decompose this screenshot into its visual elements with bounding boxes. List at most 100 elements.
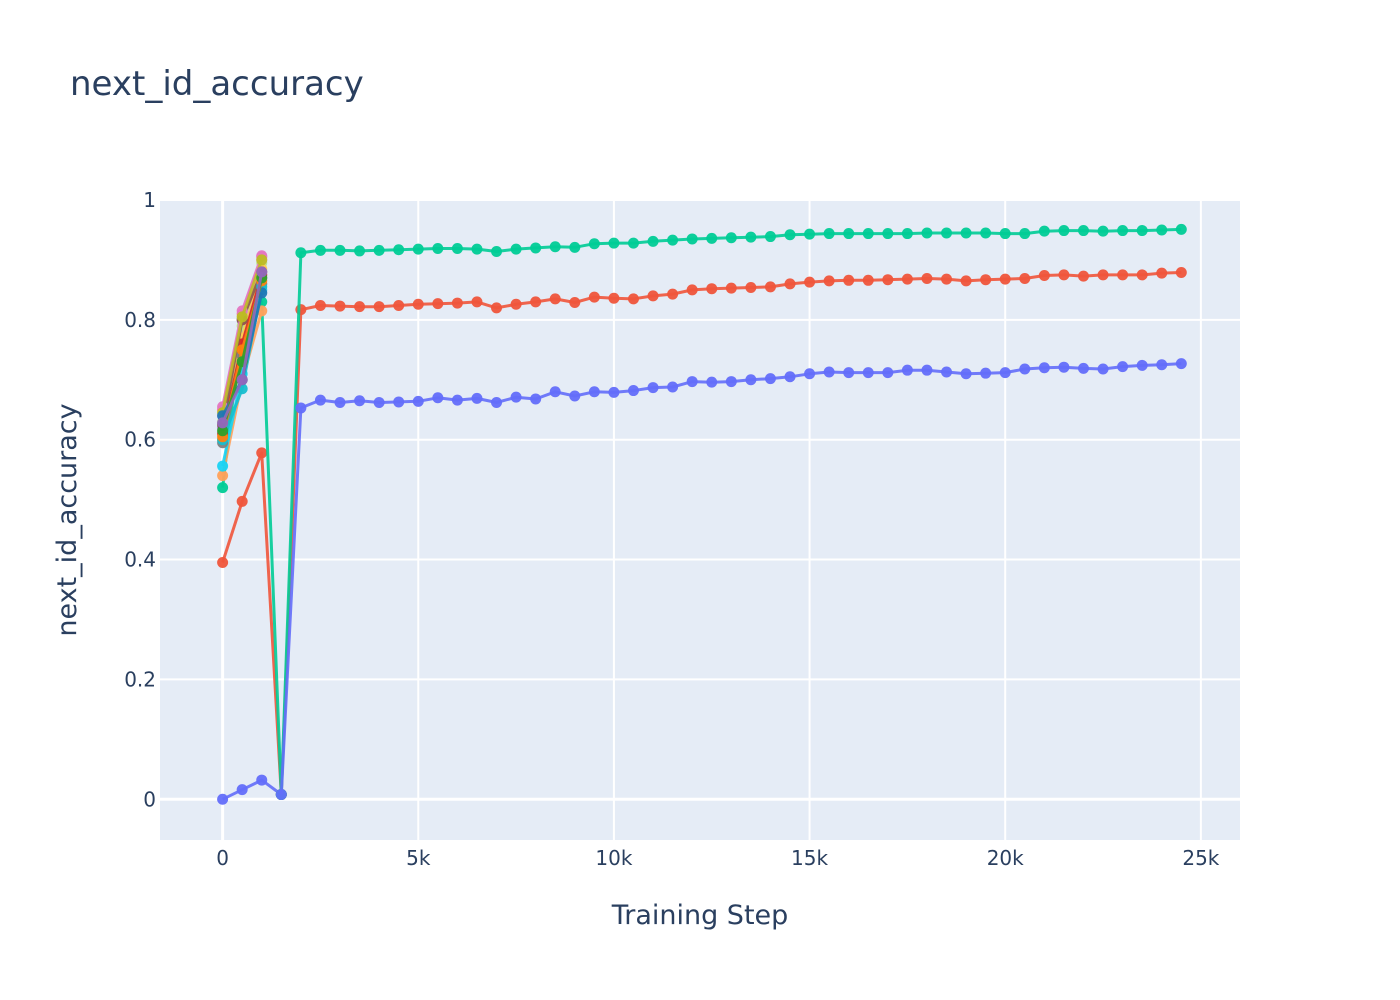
data-point (725, 282, 737, 294)
data-point (1136, 269, 1148, 281)
data-point (706, 376, 718, 388)
data-point (843, 274, 855, 286)
series-line (221, 778, 283, 801)
data-point (530, 296, 542, 308)
data-point (843, 367, 855, 379)
data-point (217, 470, 229, 482)
data-point (647, 382, 659, 394)
data-point (862, 274, 874, 286)
data-point (1019, 228, 1031, 240)
data-point (569, 296, 581, 308)
data-point (295, 304, 307, 316)
data-point (882, 274, 894, 286)
data-point (334, 244, 346, 256)
data-point (217, 482, 229, 494)
data-point (823, 275, 835, 287)
data-point (549, 241, 561, 253)
data-point (882, 228, 894, 240)
data-point (627, 293, 639, 305)
data-point (745, 281, 757, 293)
x-tick-label: 0 (216, 846, 229, 870)
series-layer (217, 223, 1187, 805)
data-point (451, 243, 463, 255)
y-tick-label: 0.4 (124, 548, 156, 572)
data-point (804, 276, 816, 288)
data-point (901, 364, 913, 376)
y-tick-label: 0 (143, 787, 156, 811)
data-point (745, 374, 757, 386)
data-point (784, 371, 796, 383)
series-20 (217, 266, 268, 429)
data-point (588, 386, 600, 398)
data-point (1097, 225, 1109, 237)
data-point (1058, 225, 1070, 237)
data-point (764, 281, 776, 293)
data-point (667, 381, 679, 393)
data-point (960, 227, 972, 239)
data-point (275, 788, 287, 800)
data-point (412, 395, 424, 407)
series-23 (275, 358, 1187, 800)
data-point (784, 278, 796, 290)
data-point (941, 227, 953, 239)
data-point (608, 386, 620, 398)
data-point (960, 368, 972, 380)
data-point (451, 297, 463, 309)
data-point (393, 396, 405, 408)
data-point (1038, 270, 1050, 282)
data-point (530, 393, 542, 405)
data-point (491, 397, 503, 409)
data-point (725, 232, 737, 244)
x-axis-ticks: 0 5k 10k 15k 20k 25k (216, 846, 1220, 870)
data-point (510, 391, 522, 403)
data-point (334, 397, 346, 409)
data-point (960, 275, 972, 287)
data-point (647, 290, 659, 302)
data-point (236, 784, 248, 796)
data-point (686, 233, 698, 245)
data-point (471, 392, 483, 404)
data-point (1038, 225, 1050, 237)
data-point (217, 425, 229, 437)
data-point (608, 292, 620, 304)
data-point (471, 296, 483, 308)
data-point (706, 283, 718, 295)
data-point (999, 228, 1011, 240)
data-point (217, 557, 229, 569)
data-point (334, 300, 346, 312)
data-point (1156, 224, 1168, 236)
data-point (823, 228, 835, 240)
data-point (1175, 358, 1187, 370)
y-tick-label: 1 (143, 188, 156, 212)
data-point (862, 228, 874, 240)
data-point (256, 266, 268, 278)
data-point (745, 231, 757, 243)
data-point (1136, 359, 1148, 371)
y-axis-ticks: 0 0.2 0.4 0.6 0.8 1 (124, 188, 156, 811)
data-point (432, 243, 444, 255)
data-point (843, 228, 855, 240)
data-point (1077, 362, 1089, 374)
data-point (725, 376, 737, 388)
data-point (882, 367, 894, 379)
data-point (1175, 223, 1187, 235)
data-point (1156, 359, 1168, 371)
data-point (1058, 361, 1070, 373)
data-point (686, 284, 698, 296)
data-point (1117, 361, 1129, 373)
data-point (354, 245, 366, 257)
data-point (510, 298, 522, 310)
data-point (804, 368, 816, 380)
data-point (217, 417, 229, 429)
data-point (1117, 269, 1129, 281)
data-point (256, 774, 268, 786)
data-point (217, 460, 229, 472)
data-point (236, 495, 248, 507)
data-point (314, 299, 326, 311)
data-point (1097, 269, 1109, 281)
data-point (1058, 269, 1070, 281)
data-point (941, 273, 953, 285)
data-point (491, 302, 503, 314)
plot-area (160, 200, 1240, 840)
